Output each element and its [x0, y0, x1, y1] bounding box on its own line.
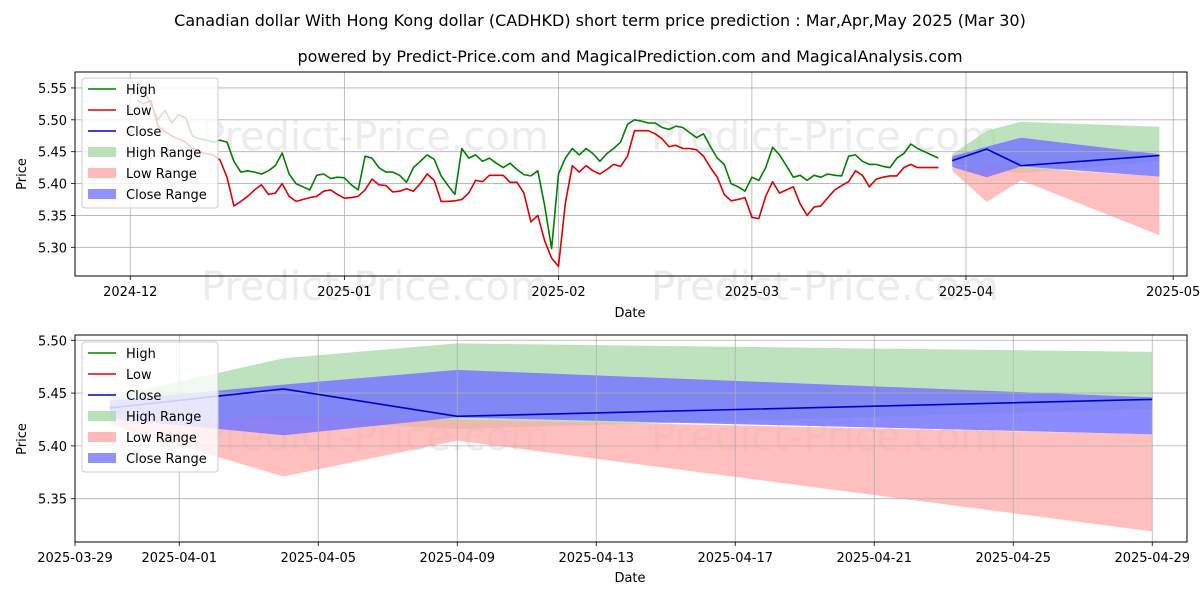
y-tick-label: 5.50: [38, 334, 67, 349]
x-tick-label: 2025-03: [725, 285, 779, 300]
legend-close-range-label: Close Range: [126, 188, 207, 203]
grid-lines: [75, 72, 1187, 276]
chart-title: Canadian dollar With Hong Kong dollar (C…: [174, 11, 1026, 30]
upper-chart-panel: Predict-Price.com Predict-Price.com Predic…: [15, 71, 1200, 321]
y-tick-label: 5.45: [38, 387, 67, 402]
y-tick-label: 5.40: [38, 178, 67, 193]
x-tick-label: 2025-04-29: [1114, 551, 1190, 566]
range-bands: [952, 121, 1160, 236]
y-tick-label: 5.55: [38, 82, 67, 97]
legend-close-label: Close: [126, 389, 161, 404]
y-axis-ticks: 5.30 5.35 5.40 5.45 5.50 5.55: [38, 82, 75, 256]
x-tick-label: 2025-04-25: [975, 551, 1051, 566]
legend-close-label: Close: [126, 125, 161, 140]
x-axis-ticks: 2025-03-29 2025-04-01 2025-04-05 2025-04-09…: [37, 542, 1190, 566]
legend-close-range-swatch: [88, 189, 116, 199]
legend-close-range-label: Close Range: [126, 452, 207, 467]
legend-low-range-label: Low Range: [126, 431, 197, 446]
grid-lines: [74, 335, 1187, 542]
close-range-band: [952, 137, 1160, 178]
legend-high-range-label: High Range: [126, 146, 201, 161]
plot-frame: [74, 334, 1188, 543]
y-tick-label: 5.50: [38, 114, 67, 129]
x-tick-label: 2025-04-01: [141, 551, 217, 566]
legend-low-label: Low: [126, 104, 152, 119]
legend-low-range-swatch: [88, 168, 116, 178]
high-line: [136, 81, 939, 250]
legend-low-range-swatch: [88, 432, 116, 442]
legend-high-range-swatch: [88, 411, 116, 421]
legend-high-label: High: [126, 347, 156, 362]
x-axis-ticks: 2024-12 2025-01 2025-02 2025-03 2025-04 2025-…: [103, 276, 1200, 300]
x-axis-label: Date: [614, 571, 645, 586]
y-tick-label: 5.45: [38, 146, 67, 161]
y-axis-label: Price: [15, 158, 30, 190]
x-tick-label: 2025-04: [939, 285, 993, 300]
watermark-text: Predict-Price.com: [201, 114, 549, 160]
plot-frame: [74, 71, 1188, 277]
series-lines: [136, 81, 1160, 268]
watermark-text: Predict-Price.com: [201, 264, 549, 310]
legend: High Low Close High Range Low Range Close Ran…: [81, 341, 219, 473]
watermark-text: Predict-Price.com: [651, 264, 999, 310]
y-tick-label: 5.35: [38, 209, 67, 224]
close-range-band: [109, 369, 1153, 436]
x-tick-label: 2024-12: [103, 285, 157, 300]
low-range-band: [952, 165, 1160, 236]
low-range-band: [109, 416, 1153, 532]
y-tick-label: 5.30: [38, 241, 67, 256]
x-tick-label: 2025-04-09: [419, 551, 495, 566]
y-tick-label: 5.35: [38, 493, 67, 508]
legend-high-label: High: [126, 83, 156, 98]
legend-close-range-swatch: [88, 453, 116, 463]
y-tick-label: 5.40: [38, 440, 67, 455]
x-tick-label: 2025-02: [531, 285, 585, 300]
legend-high-range-swatch: [88, 147, 116, 157]
x-tick-label: 2025-01: [317, 285, 371, 300]
range-bands: [109, 343, 1153, 532]
watermark-layer: Predict-Price.com Predict-Price.com Predic…: [201, 114, 999, 310]
legend-low-label: Low: [126, 368, 152, 383]
x-tick-label: 2025-04-05: [280, 551, 356, 566]
x-tick-label: 2025-04-13: [558, 551, 634, 566]
low-line: [136, 99, 939, 268]
x-tick-label: 2025-05: [1146, 285, 1200, 300]
close-line: [951, 148, 1160, 167]
y-axis-label: Price: [15, 423, 30, 455]
x-tick-label: 2025-03-29: [37, 551, 113, 566]
y-axis-ticks: 5.35 5.40 5.45 5.50: [38, 334, 75, 508]
legend-high-range-label: High Range: [126, 410, 201, 425]
x-axis-label: Date: [614, 306, 645, 321]
legend: High Low Close High Range Low Range Close Ran…: [81, 77, 219, 209]
x-tick-label: 2025-04-21: [836, 551, 912, 566]
x-tick-label: 2025-04-17: [697, 551, 773, 566]
legend-low-range-label: Low Range: [126, 167, 197, 182]
chart-subtitle: powered by Predict-Price.com and Magical…: [297, 47, 962, 66]
watermark-text: Predict-Price.com: [651, 114, 999, 160]
